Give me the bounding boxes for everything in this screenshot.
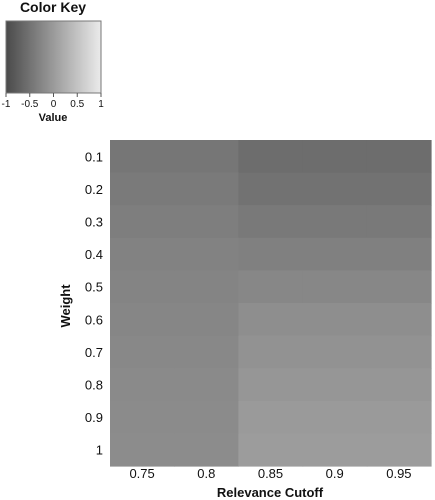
y-tick-label: 0.4 <box>85 247 103 262</box>
heatmap-cell <box>302 237 368 271</box>
heatmap-cell <box>174 335 239 369</box>
x-tick-label: 0.8 <box>197 466 215 481</box>
heatmap-cell <box>174 140 239 174</box>
x-tick-label: 0.85 <box>258 466 283 481</box>
color-key-tick-label: 0.5 <box>70 99 84 110</box>
heatmap-cell <box>238 172 304 206</box>
color-key-tick-label: -0.5 <box>21 99 39 110</box>
y-tick-label: 0.3 <box>85 215 103 230</box>
heatmap-cell <box>174 237 239 271</box>
heatmap-cell <box>238 270 304 304</box>
y-axis-tick-labels: 0.1 0.2 0.3 0.4 0.5 0.6 0.7 0.8 0.9 1 <box>85 149 103 457</box>
y-tick-label: 0.7 <box>85 345 103 360</box>
heatmap-cell <box>366 433 432 467</box>
color-key-value-label: Value <box>39 112 68 124</box>
heatmap-cell <box>174 172 239 206</box>
heatmap-cell <box>238 433 304 467</box>
x-axis-tick-labels: 0.75 0.8 0.85 0.9 0.95 <box>129 466 411 481</box>
x-tick-label: 0.95 <box>386 466 411 481</box>
y-axis-title: Weight <box>58 284 73 328</box>
heatmap-cell <box>110 140 175 174</box>
y-tick-label: 1 <box>96 443 103 458</box>
y-tick-label: 0.6 <box>85 312 103 327</box>
heatmap-cell <box>110 172 175 206</box>
heatmap-cell <box>110 368 175 402</box>
y-tick-label: 0.1 <box>85 149 103 164</box>
color-key-title: Color Key <box>20 0 86 15</box>
heatmap-cell <box>174 205 239 239</box>
heatmap-cell <box>110 433 175 467</box>
heatmap-cell <box>302 270 368 304</box>
heatmap-cell <box>366 270 432 304</box>
heatmap-cell <box>238 368 304 402</box>
heatmap-cell <box>238 140 304 174</box>
color-key-tick-label: 1 <box>98 99 104 110</box>
heatmap-cell <box>174 270 239 304</box>
color-key-tick-label: -1 <box>2 99 11 110</box>
heatmap-cell <box>110 205 175 239</box>
y-tick-label: 0.8 <box>85 378 103 393</box>
heatmap-cell <box>302 400 368 434</box>
heatmap-cell <box>238 400 304 434</box>
heatmap-cell <box>110 270 175 304</box>
heatmap-cell <box>366 303 432 337</box>
heatmap-cell <box>238 303 304 337</box>
heatmap-cell <box>302 140 368 174</box>
heatmap-cell <box>366 205 432 239</box>
heatmap-cell <box>302 205 368 239</box>
y-tick-label: 0.2 <box>85 182 103 197</box>
x-tick-label: 0.9 <box>326 466 344 481</box>
heatmap-cell <box>238 205 304 239</box>
heatmap-cell <box>366 335 432 369</box>
heatmap-cell <box>366 237 432 271</box>
heatmap-cell <box>302 303 368 337</box>
color-key: Color Key -1 -0.5 0 0.5 1 Value <box>2 0 105 124</box>
color-key-gradient-bar <box>5 20 102 94</box>
heatmap-cell <box>174 303 239 337</box>
heatmap-cell <box>110 303 175 337</box>
heatmap-cell <box>302 368 368 402</box>
heatmap-cell <box>174 400 239 434</box>
heatmap-cell <box>302 172 368 206</box>
y-tick-label: 0.5 <box>85 280 103 295</box>
heatmap-cell <box>366 172 432 206</box>
heatmap-cell <box>174 433 239 467</box>
heatmap-cell <box>238 335 304 369</box>
color-key-tick-label: 0 <box>51 99 57 110</box>
x-tick-label: 0.75 <box>129 466 154 481</box>
heatmap-cell <box>366 368 432 402</box>
heatmap-cell <box>110 335 175 369</box>
color-key-ticks: -1 -0.5 0 0.5 1 <box>2 93 104 110</box>
heatmap-cell <box>302 433 368 467</box>
heatmap-cell <box>302 335 368 369</box>
heatmap-cell <box>110 400 175 434</box>
heatmap-cell <box>366 140 432 174</box>
heatmap-cells <box>110 140 432 467</box>
x-axis-title: Relevance Cutoff <box>217 485 324 500</box>
heatmap-cell <box>366 400 432 434</box>
heatmap-cell <box>110 237 175 271</box>
heatmap-cell <box>238 237 304 271</box>
heatmap-cell <box>174 368 239 402</box>
y-tick-label: 0.9 <box>85 410 103 425</box>
